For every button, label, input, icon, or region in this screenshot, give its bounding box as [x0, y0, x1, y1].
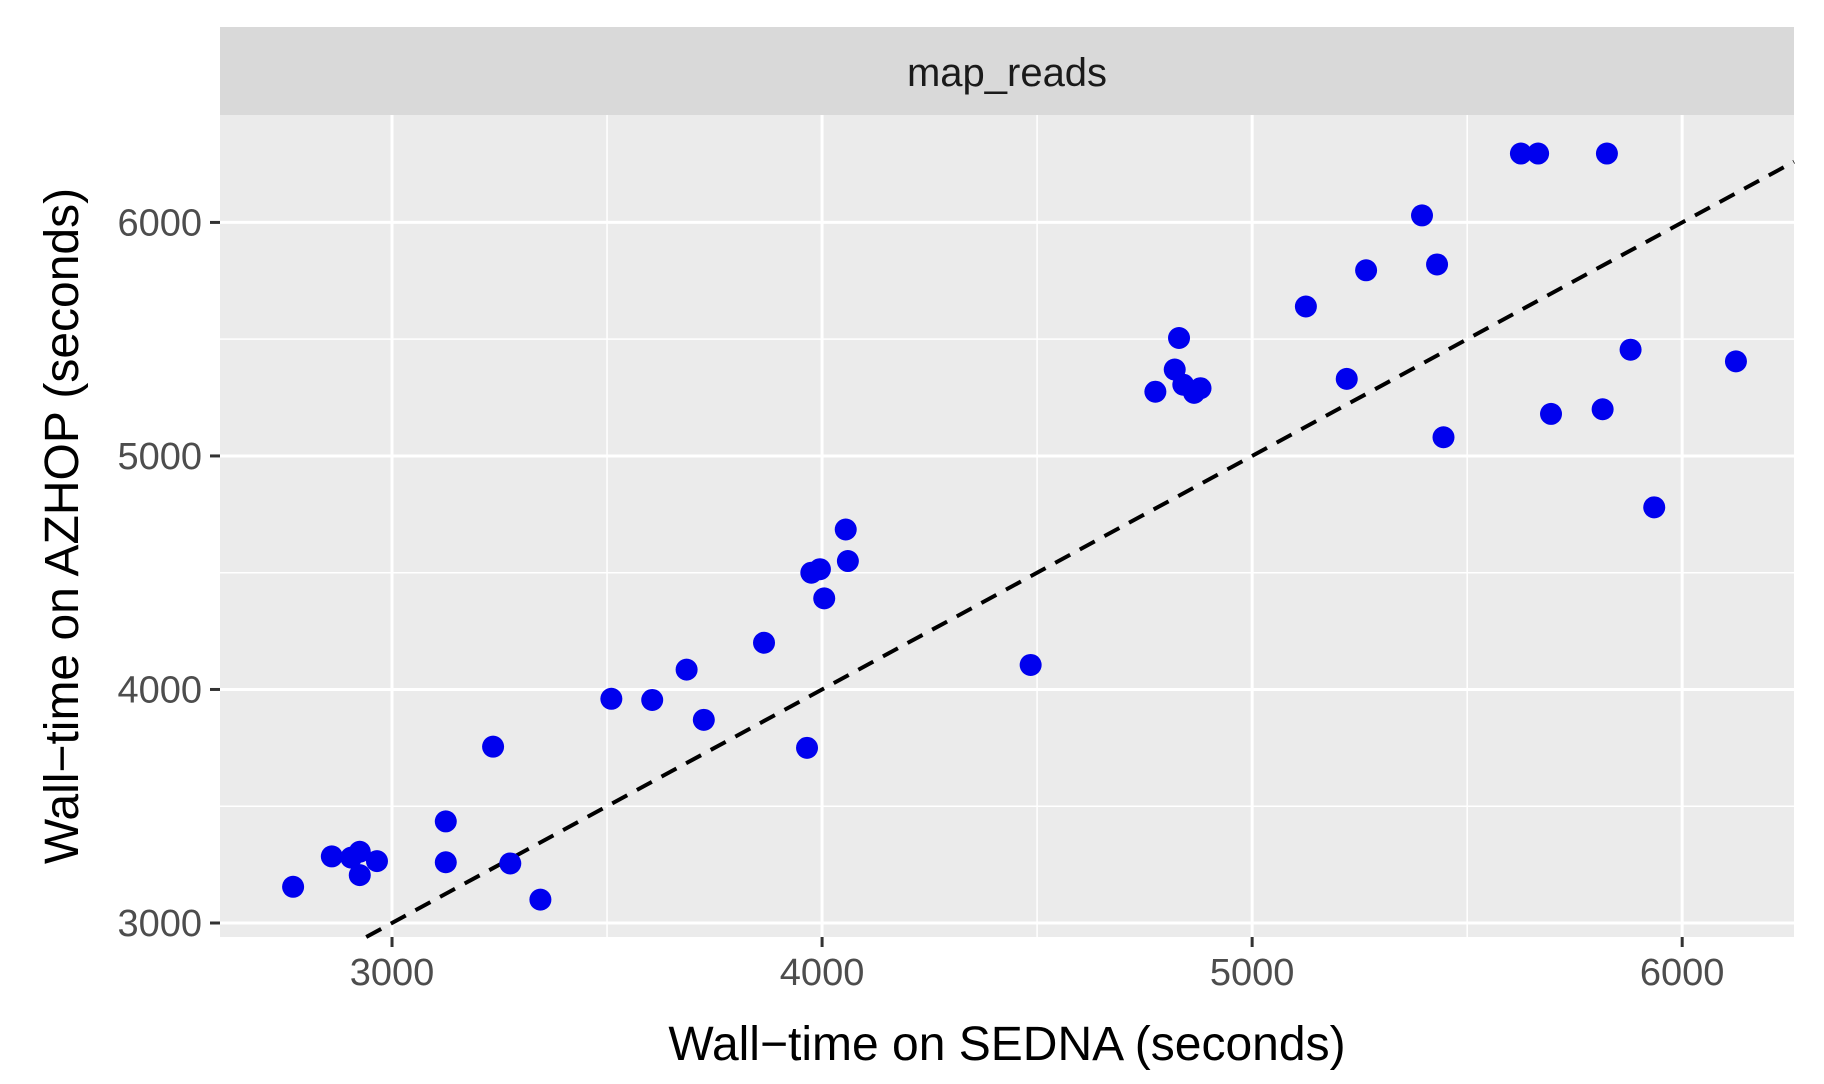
data-point	[1144, 380, 1167, 403]
data-point	[348, 840, 371, 863]
data-point	[641, 688, 664, 711]
data-point	[529, 888, 552, 911]
data-point	[1527, 142, 1550, 165]
data-point	[1355, 259, 1378, 282]
data-point	[282, 875, 305, 898]
data-point	[753, 631, 776, 654]
x-tick-label: 5000	[1210, 952, 1295, 994]
x-tick-label: 6000	[1640, 952, 1725, 994]
data-point	[1540, 402, 1563, 425]
data-point	[675, 658, 698, 681]
grid-major-lines	[220, 115, 1794, 937]
data-point	[499, 852, 522, 875]
x-axis-title: Wall−time on SEDNA (seconds)	[668, 1018, 1345, 1071]
data-point	[600, 687, 623, 710]
x-axis: 3000 4000 5000 6000	[350, 937, 1725, 994]
reference-line	[365, 159, 1795, 939]
data-point	[1168, 327, 1191, 350]
data-point	[348, 864, 371, 887]
data-point	[1294, 295, 1317, 318]
y-axis: 3000 4000 5000 6000	[117, 202, 220, 945]
data-point	[434, 851, 457, 874]
data-point	[1335, 367, 1358, 390]
data-point	[365, 850, 388, 873]
x-tick-label: 3000	[350, 952, 435, 994]
data-point	[434, 810, 457, 833]
data-point	[1019, 653, 1042, 676]
grid-minor-lines	[220, 115, 1794, 937]
data-point	[1411, 204, 1434, 227]
data-point	[320, 845, 343, 868]
data-point	[1189, 377, 1212, 400]
data-point	[1591, 398, 1614, 421]
data-point	[808, 558, 831, 581]
data-point	[813, 587, 836, 610]
y-tick-label: 5000	[117, 436, 202, 478]
facet-strip	[220, 27, 1794, 115]
data-point	[1619, 338, 1642, 361]
data-point	[1724, 350, 1747, 373]
data-point	[482, 735, 505, 758]
y-axis-title: Wall−time on AZHOP (seconds)	[36, 188, 89, 864]
data-point	[1432, 426, 1455, 449]
facet-strip-label: map_reads	[907, 51, 1107, 95]
y-tick-label: 3000	[117, 903, 202, 945]
data-points	[282, 142, 1747, 911]
plot-panel	[220, 115, 1794, 937]
data-point	[1595, 142, 1618, 165]
y-tick-label: 4000	[117, 669, 202, 711]
x-tick-label: 4000	[780, 952, 865, 994]
data-point	[1509, 142, 1532, 165]
data-point	[692, 708, 715, 731]
data-point	[836, 550, 859, 573]
y-tick-label: 6000	[117, 202, 202, 244]
data-point	[834, 518, 857, 541]
data-point	[796, 736, 819, 759]
data-point	[1426, 253, 1449, 276]
data-point	[1643, 496, 1666, 519]
